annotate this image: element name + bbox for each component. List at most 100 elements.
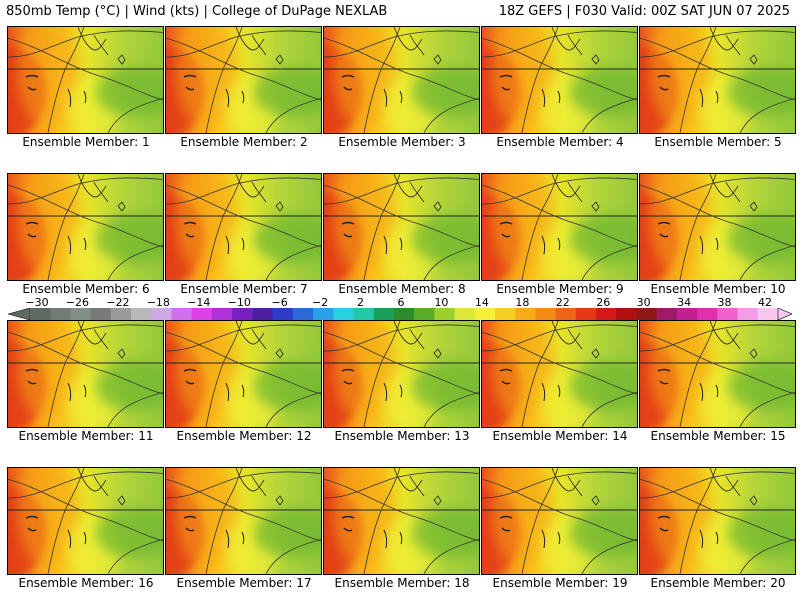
colorbar-swatch: [232, 308, 253, 320]
colorbar-swatch: [555, 308, 577, 320]
ensemble-member-label: Ensemble Member: 2: [180, 135, 308, 149]
colorbar-swatch: [616, 308, 637, 320]
colorbar-tick-label: 18: [515, 296, 530, 309]
ensemble-map-panel: [639, 173, 796, 281]
colorbar-tick-label: 10: [434, 296, 449, 309]
colorbar-swatch: [151, 308, 173, 320]
ensemble-member-label: Ensemble Member: 16: [18, 576, 154, 590]
ensemble-member-label: Ensemble Member: 20: [650, 576, 786, 590]
colorbar-swatch: [211, 308, 233, 320]
colorbar-swatch: [494, 308, 516, 320]
colorbar-swatch: [110, 308, 132, 320]
colorbar-swatch: [353, 308, 375, 320]
colorbar-swatch: [656, 308, 678, 320]
colorbar-swatch: [515, 308, 536, 320]
colorbar-tick-label: 42: [758, 296, 772, 309]
colorbar-tick-label: 34: [677, 296, 692, 309]
colorbar-swatch: [676, 308, 698, 320]
ensemble-member-label: Ensemble Member: 19: [492, 576, 628, 590]
colorbar-tick-label: −10: [227, 296, 251, 309]
colorbar-swatch: [70, 308, 92, 320]
colorbar-swatch: [333, 308, 354, 320]
colorbar-tick-label: 30: [636, 296, 651, 309]
ensemble-map-panel: [639, 26, 796, 134]
colorbar-swatch: [697, 308, 718, 320]
map-title: 850mb Temp (°C) | Wind (kts) | College o…: [6, 4, 388, 19]
colorbar-left-arrow: [8, 308, 31, 321]
colorbar-swatch: [131, 308, 152, 320]
colorbar-swatch: [30, 308, 51, 320]
ensemble-member-label: Ensemble Member: 5: [654, 135, 782, 149]
colorbar-swatch: [50, 308, 71, 320]
ensemble-member-label: Ensemble Member: 11: [18, 429, 154, 443]
ensemble-map-panel: [165, 467, 322, 575]
colorbar-tick-label: −22: [106, 296, 130, 309]
ensemble-map-panel: [165, 320, 322, 428]
ensemble-member-label: Ensemble Member: 12: [176, 429, 312, 443]
colorbar-swatch: [313, 308, 334, 320]
colorbar-tick-label: 22: [555, 296, 570, 309]
ensemble-map-panel: [7, 320, 164, 428]
ensemble-map-panel: [481, 320, 638, 428]
colorbar-swatch: [535, 308, 557, 320]
colorbar-tick-label: −26: [65, 296, 90, 309]
ensemble-member-label: Ensemble Member: 14: [492, 429, 628, 443]
ensemble-map-panel: [481, 173, 638, 281]
ensemble-map-panel: [7, 173, 164, 281]
ensemble-member-label: Ensemble Member: 6: [22, 282, 150, 296]
colorbar-tick-label: 14: [474, 296, 489, 309]
colorbar-tick-label: 2: [357, 296, 365, 309]
colorbar-tick-label: −14: [187, 296, 211, 309]
colorbar-tick-label: −2: [312, 296, 329, 309]
colorbar-swatch: [454, 308, 476, 320]
ensemble-member-label: Ensemble Member: 15: [650, 429, 786, 443]
colorbar-swatch: [414, 308, 435, 320]
colorbar-swatch: [292, 308, 314, 320]
colorbar: [8, 308, 792, 321]
ensemble-map-panel: [639, 320, 796, 428]
colorbar-tick-label: 26: [596, 296, 611, 309]
colorbar-swatch: [191, 308, 213, 320]
colorbar-swatch: [393, 308, 415, 320]
ensemble-map-panel: [7, 467, 164, 575]
colorbar-swatch: [575, 308, 597, 320]
ensemble-member-label: Ensemble Member: 10: [650, 282, 786, 296]
ensemble-map-panel: [323, 467, 480, 575]
colorbar-swatch: [474, 308, 496, 320]
ensemble-map-panel: [165, 173, 322, 281]
valid-time-label: 18Z GEFS | F030 Valid: 00Z SAT JUN 07 20…: [498, 4, 790, 19]
colorbar-swatch: [373, 308, 395, 320]
ensemble-map-panel: [165, 26, 322, 134]
colorbar-swatch: [90, 308, 112, 320]
colorbar-swatch: [252, 308, 274, 320]
ensemble-member-label: Ensemble Member: 8: [338, 282, 466, 296]
colorbar-swatch: [171, 308, 193, 320]
ensemble-member-label: Ensemble Member: 4: [496, 135, 624, 149]
ensemble-member-label: Ensemble Member: 17: [176, 576, 312, 590]
colorbar-swatch: [757, 308, 779, 320]
colorbar-right-arrow: [777, 308, 792, 321]
ensemble-map-panel: [481, 26, 638, 134]
colorbar-swatch: [434, 308, 456, 320]
colorbar-swatch: [717, 308, 739, 320]
colorbar-tick-label: 6: [397, 296, 405, 309]
ensemble-member-label: Ensemble Member: 13: [334, 429, 470, 443]
ensemble-map-panel: [7, 26, 164, 134]
colorbar-swatch: [636, 308, 658, 320]
colorbar-tick-label: 38: [717, 296, 732, 309]
colorbar-swatch: [737, 308, 759, 320]
colorbar-swatch: [596, 308, 617, 320]
ensemble-member-label: Ensemble Member: 9: [496, 282, 624, 296]
ensemble-member-label: Ensemble Member: 7: [180, 282, 308, 296]
ensemble-member-label: Ensemble Member: 1: [22, 135, 150, 149]
ensemble-map-panel: [323, 173, 480, 281]
colorbar-swatch: [272, 308, 294, 320]
colorbar-tick-label: −6: [271, 296, 288, 309]
ensemble-map-panel: [323, 320, 480, 428]
ensemble-member-label: Ensemble Member: 3: [338, 135, 466, 149]
colorbar-tick-label: −18: [146, 296, 170, 309]
ensemble-map-panel: [323, 26, 480, 134]
colorbar-tick-label: −30: [25, 296, 49, 309]
ensemble-member-label: Ensemble Member: 18: [334, 576, 470, 590]
ensemble-map-panel: [639, 467, 796, 575]
